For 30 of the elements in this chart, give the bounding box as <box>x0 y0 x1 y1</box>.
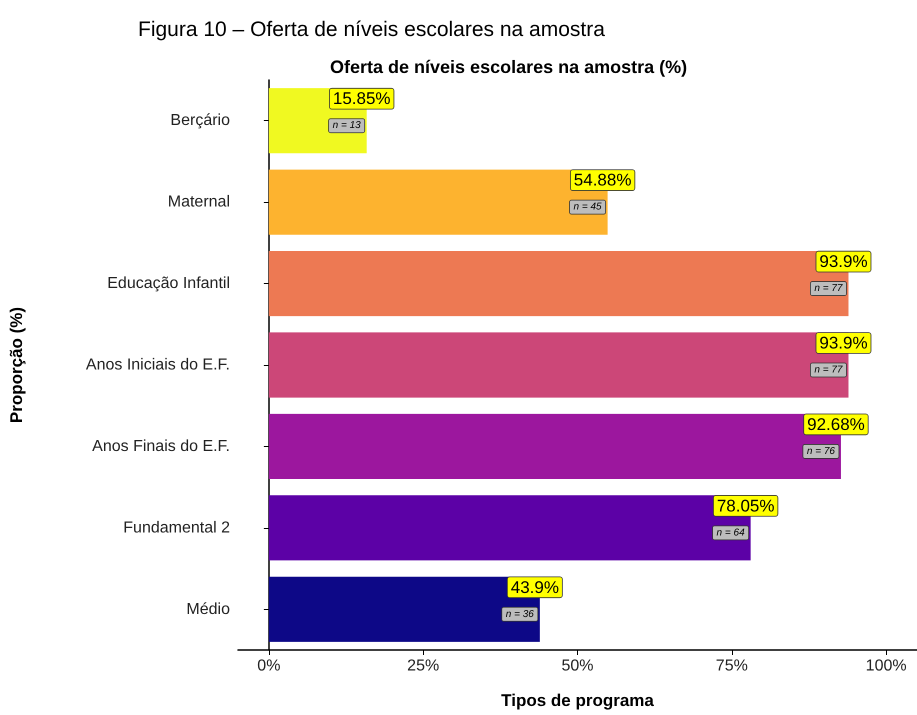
data-label: 54.88% <box>574 170 632 190</box>
y-tick-label: Berçário <box>170 112 230 130</box>
y-axis-title: Proporção (%) <box>7 306 26 424</box>
y-tick-label: Fundamental 2 <box>123 519 230 536</box>
x-tick-label: 100% <box>866 658 907 674</box>
annotation: n = 45 <box>574 202 602 213</box>
data-label: 93.9% <box>819 334 868 352</box>
annotation: n = 64 <box>716 527 746 538</box>
x-tick-label: 25% <box>407 658 440 674</box>
y-tick-label: Anos Iniciais do E.F. <box>86 356 230 374</box>
annotation: n = 77 <box>814 283 843 294</box>
annotation: n = 13 <box>332 120 362 132</box>
x-tick-label: 50% <box>561 658 594 674</box>
y-tick-label: Maternal <box>168 194 230 211</box>
data-label: 43.9% <box>510 578 559 597</box>
data-label: 78.05% <box>716 496 774 516</box>
y-tick-label: Educação Infantil <box>107 275 230 292</box>
y-tick-label: Médio <box>186 600 230 618</box>
annotation: n = 76 <box>806 446 836 457</box>
x-tick-label: 75% <box>716 658 748 674</box>
data-label: 15.85% <box>332 89 391 108</box>
x-tick-label: 0% <box>257 658 280 674</box>
x-axis-title: Tipos de programa <box>501 691 654 710</box>
chart-title: Figura 10 – Oferta de níveis escolares na amostra <box>138 18 606 41</box>
data-label: 92.68% <box>807 414 865 434</box>
annotation: n = 77 <box>814 364 843 376</box>
y-tick-label: Anos Finais do E.F. <box>92 438 230 455</box>
chart-subtitle: Oferta de níveis escolares na amostra (%) <box>330 57 688 77</box>
data-label: 93.9% <box>819 252 868 272</box>
annotation: n = 36 <box>506 608 534 620</box>
